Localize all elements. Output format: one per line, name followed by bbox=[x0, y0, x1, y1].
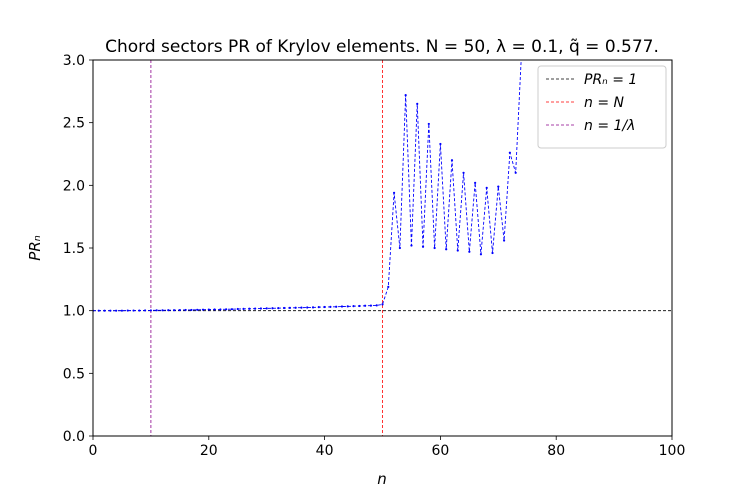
data-point bbox=[364, 304, 367, 307]
data-point bbox=[294, 306, 297, 309]
data-point bbox=[502, 239, 506, 242]
data-point bbox=[132, 309, 135, 312]
x-axis-label: n bbox=[377, 470, 387, 488]
data-point bbox=[126, 309, 129, 312]
legend-label: n = N bbox=[584, 95, 625, 111]
data-point bbox=[138, 309, 141, 312]
legend-label: PRₙ = 1 bbox=[584, 72, 637, 88]
data-point bbox=[155, 309, 158, 312]
data-point bbox=[485, 186, 488, 189]
data-point bbox=[254, 307, 257, 310]
data-point bbox=[311, 306, 315, 309]
y-tick-label: 0.0 bbox=[63, 429, 85, 445]
data-point bbox=[404, 93, 407, 97]
y-tick-label: 0.5 bbox=[63, 366, 85, 382]
data-point bbox=[288, 306, 291, 310]
data-point bbox=[340, 305, 344, 308]
data-point bbox=[167, 309, 170, 312]
data-point bbox=[433, 246, 436, 250]
data-point bbox=[230, 308, 234, 311]
x-tick-label: 0 bbox=[89, 443, 98, 459]
data-point bbox=[271, 307, 274, 310]
data-point bbox=[144, 309, 147, 312]
data-point bbox=[219, 308, 222, 311]
data-point bbox=[508, 151, 511, 154]
legend-box bbox=[537, 65, 667, 149]
data-point bbox=[392, 191, 396, 194]
series-line bbox=[93, 60, 522, 312]
data-point bbox=[421, 245, 425, 248]
data-point bbox=[248, 307, 251, 310]
data-point bbox=[427, 122, 430, 126]
data-point bbox=[329, 305, 332, 309]
data-point bbox=[445, 248, 448, 251]
data-point bbox=[201, 308, 205, 311]
y-tick-label: 2.5 bbox=[63, 116, 85, 132]
data-point bbox=[242, 307, 245, 311]
data-point bbox=[335, 305, 338, 308]
data-point bbox=[497, 185, 500, 188]
y-tick-label: 2.0 bbox=[63, 178, 85, 194]
data-point bbox=[190, 308, 193, 312]
data-point bbox=[323, 305, 326, 309]
axes: 0 20 40 60 80 100 0.0 0.5 1.0 1.5 2.0 2.5 3.0 bbox=[63, 53, 686, 459]
x-tick-label: 60 bbox=[431, 443, 449, 459]
data-point bbox=[97, 309, 100, 312]
data-point bbox=[225, 308, 228, 311]
data-point bbox=[381, 303, 384, 306]
legend: PRₙ = 1 n = N n = 1/λ bbox=[537, 65, 667, 149]
data-point bbox=[109, 309, 112, 312]
data-point bbox=[375, 304, 378, 307]
data-point bbox=[207, 308, 210, 311]
data-point bbox=[306, 306, 309, 309]
data-point bbox=[439, 142, 442, 146]
data-point bbox=[184, 308, 187, 312]
x-tick-label: 80 bbox=[547, 443, 565, 459]
y-tick-label: 1.0 bbox=[63, 304, 85, 320]
data-point bbox=[416, 102, 419, 105]
data-point bbox=[236, 307, 239, 311]
data-point bbox=[346, 305, 349, 308]
chart-title: Chord sectors PR of Krylov elements. N =… bbox=[105, 37, 659, 57]
data-point bbox=[317, 306, 320, 309]
data-point bbox=[265, 307, 268, 310]
data-point bbox=[115, 309, 118, 312]
data-point bbox=[352, 305, 355, 308]
data-point bbox=[149, 309, 152, 312]
x-tick-label: 100 bbox=[659, 443, 686, 459]
data-point bbox=[358, 304, 361, 308]
plot-area bbox=[93, 60, 672, 436]
data-point bbox=[450, 159, 454, 162]
data-point bbox=[456, 249, 459, 252]
y-axis-label: PRₙ bbox=[26, 235, 44, 260]
data-point bbox=[120, 309, 124, 312]
data-point bbox=[479, 253, 483, 256]
data-point bbox=[462, 171, 465, 174]
data-point bbox=[213, 308, 216, 311]
data-point bbox=[277, 307, 280, 310]
x-tick-label: 40 bbox=[316, 443, 334, 459]
y-tick-label: 3.0 bbox=[63, 53, 85, 69]
legend-label: n = 1/λ bbox=[584, 118, 635, 134]
data-point bbox=[398, 246, 401, 250]
data-point bbox=[103, 309, 106, 312]
data-point bbox=[282, 306, 286, 310]
data-point bbox=[474, 181, 477, 184]
data-point bbox=[172, 309, 176, 312]
x-tick-label: 20 bbox=[200, 443, 218, 459]
data-point bbox=[161, 309, 164, 312]
data-point bbox=[369, 304, 373, 307]
data-point bbox=[387, 285, 390, 288]
data-point bbox=[300, 306, 303, 309]
data-point bbox=[259, 307, 263, 310]
data-point bbox=[468, 250, 471, 253]
data-point bbox=[410, 244, 413, 247]
data-point bbox=[491, 251, 494, 255]
data-point bbox=[196, 308, 199, 311]
data-point bbox=[178, 308, 181, 312]
y-tick-label: 1.5 bbox=[63, 241, 85, 257]
data-point bbox=[514, 171, 517, 174]
